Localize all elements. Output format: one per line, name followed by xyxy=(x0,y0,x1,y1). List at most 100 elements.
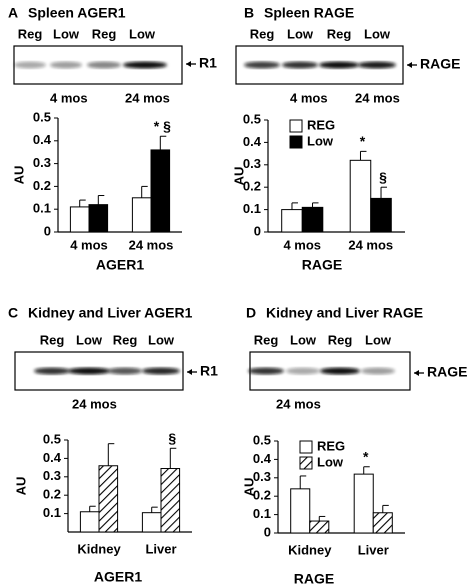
lane-label: Low xyxy=(287,26,314,41)
lane-label: Reg xyxy=(327,26,352,41)
x-tick-label: 24 mos xyxy=(129,237,174,252)
y-tick-label: 0 xyxy=(44,223,51,238)
y-tick-label: 0.4 xyxy=(253,451,272,466)
group-label: 24 mos xyxy=(125,90,170,105)
lane-label: Reg xyxy=(328,332,353,347)
error-bar xyxy=(299,475,307,489)
error-bar xyxy=(312,202,319,208)
annotation: * § xyxy=(154,118,171,134)
lane-label: Low xyxy=(148,332,175,347)
blot-band xyxy=(248,367,284,375)
y-tick-label: 0.2 xyxy=(33,178,51,193)
x-axis-label: AGER1 xyxy=(96,257,144,273)
legend-swatch xyxy=(299,440,313,454)
bar xyxy=(349,159,372,233)
y-tick-label: 0.2 xyxy=(43,487,61,502)
marker-arrowhead xyxy=(414,370,419,376)
y-tick-label: 0.2 xyxy=(243,179,261,194)
y-tick-label: 0.1 xyxy=(43,505,61,520)
x-tick-label: 24 mos xyxy=(348,237,393,252)
marker-arrowhead xyxy=(186,61,191,67)
x-axis-label: AGER1 xyxy=(94,569,142,585)
marker-label: R1 xyxy=(200,363,218,379)
error-bar xyxy=(382,504,389,513)
error-bar xyxy=(79,199,86,207)
legend-label: Low xyxy=(307,133,334,148)
panel-title: Kidney and Liver RAGE xyxy=(266,305,423,321)
y-tick-label: 0.5 xyxy=(253,432,271,447)
error-bar xyxy=(97,195,105,205)
y-tick-label: 0.3 xyxy=(33,155,51,170)
bar xyxy=(281,209,303,233)
y-tick-label: 0.1 xyxy=(253,506,271,521)
lane-label: Reg xyxy=(18,26,43,41)
annotation: § xyxy=(379,169,387,185)
legend-label: REG xyxy=(317,438,345,453)
marker-label: RAGE xyxy=(420,56,460,72)
error-bar xyxy=(363,466,370,475)
bar xyxy=(79,511,100,533)
blot-band xyxy=(14,61,46,69)
bar xyxy=(370,197,392,233)
error-bar xyxy=(151,506,158,513)
y-axis-label: AU xyxy=(11,166,26,185)
lane-label: Reg xyxy=(250,26,275,41)
y-tick-label: 0.3 xyxy=(243,156,261,171)
error-bar xyxy=(318,515,326,522)
error-bar xyxy=(89,505,96,512)
marker-arrowhead xyxy=(407,62,412,68)
y-tick-label: 0.3 xyxy=(253,469,271,484)
lane-label: Low xyxy=(76,332,103,347)
panel-letter: D xyxy=(246,305,256,321)
error-bar xyxy=(141,185,148,198)
x-tick-label: Kidney xyxy=(77,541,121,556)
group-label: 4 mos xyxy=(50,90,88,105)
error-bar xyxy=(380,186,388,199)
legend-label: Low xyxy=(317,454,344,469)
bar xyxy=(141,512,162,533)
legend-swatch xyxy=(289,135,303,149)
panel-letter: C xyxy=(8,305,18,321)
annotation: * xyxy=(360,133,366,149)
error-bar xyxy=(107,443,115,466)
y-tick-label: 0.3 xyxy=(43,468,61,483)
y-tick-label: 0.1 xyxy=(243,201,261,216)
lane-label: Low xyxy=(129,26,156,41)
y-axis-label: AU xyxy=(13,477,28,496)
blot-band xyxy=(244,61,280,69)
panel-title: Kidney and Liver AGER1 xyxy=(28,305,193,321)
blot-band xyxy=(108,367,142,375)
y-tick-label: 0 xyxy=(264,524,271,539)
x-tick-label: 4 mos xyxy=(283,237,321,252)
blot-band xyxy=(286,367,320,375)
blot-band xyxy=(282,61,318,69)
lane-label: Low xyxy=(365,332,392,347)
group-label: 24 mos xyxy=(355,90,400,105)
lane-label: Low xyxy=(290,332,317,347)
panel-title: Spleen RAGE xyxy=(264,5,354,21)
blot-band xyxy=(68,367,110,375)
bar xyxy=(301,206,324,233)
annotation: § xyxy=(168,430,176,446)
y-tick-label: 0.4 xyxy=(33,132,52,147)
group-label: 24 mos xyxy=(276,396,321,411)
blot-band xyxy=(142,367,180,375)
lane-label: Reg xyxy=(113,332,138,347)
blot-band xyxy=(34,367,70,375)
error-bar xyxy=(159,135,167,150)
y-tick-label: 0.5 xyxy=(33,109,51,124)
bar xyxy=(353,473,374,534)
error-bar xyxy=(169,447,177,469)
lane-label: Low xyxy=(364,26,391,41)
bar xyxy=(309,520,330,534)
bar xyxy=(290,488,311,534)
group-label: 4 mos xyxy=(290,90,328,105)
bar xyxy=(150,149,171,233)
y-tick-label: 0.4 xyxy=(243,134,262,149)
x-axis-label: RAGE xyxy=(302,257,342,273)
y-axis-label: AU xyxy=(241,478,256,497)
annotation: * xyxy=(363,448,369,464)
blot-band xyxy=(50,61,82,69)
blot-band xyxy=(123,61,167,69)
